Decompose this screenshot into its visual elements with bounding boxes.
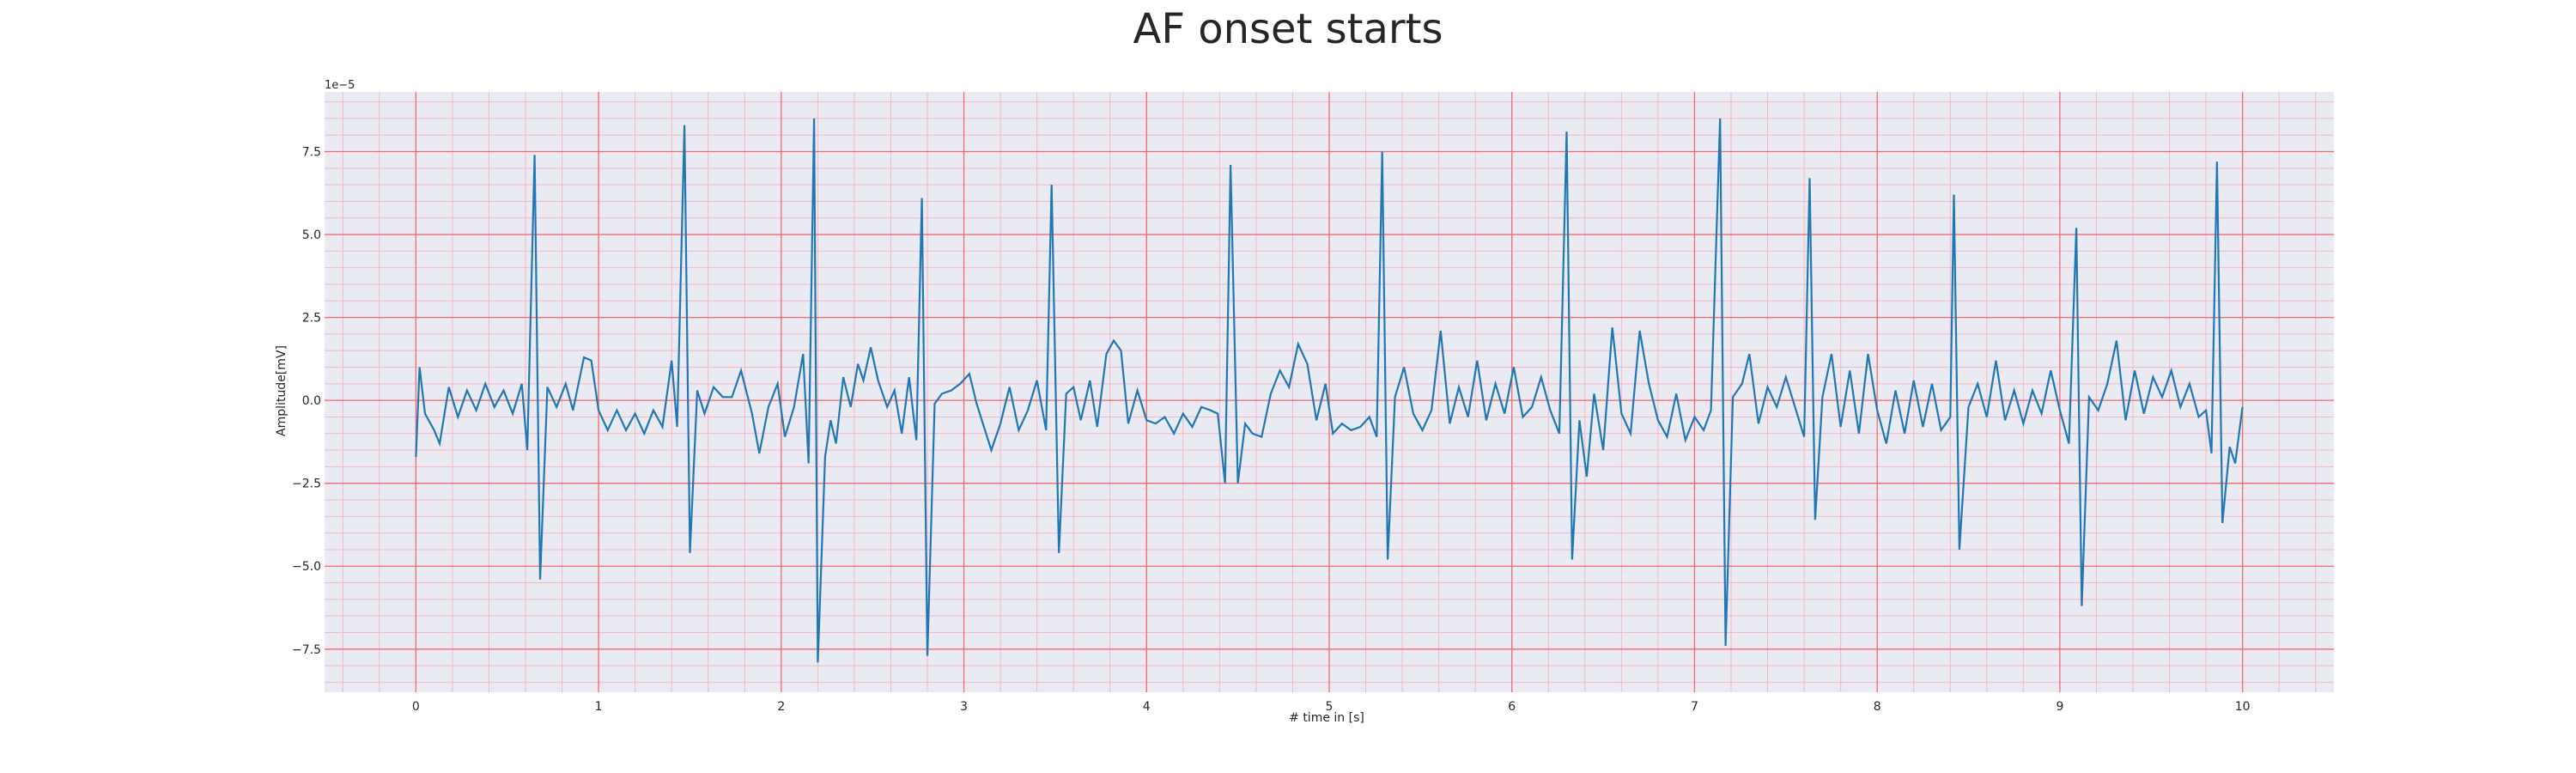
y-tick-label: −7.5 — [292, 643, 321, 657]
x-axis-label: # time in [s] — [1289, 711, 1364, 725]
x-tick-label: 3 — [960, 700, 968, 714]
x-tick-label: 9 — [2056, 700, 2063, 714]
x-tick-label: 8 — [1874, 700, 1881, 714]
x-tick-label: 4 — [1143, 700, 1151, 714]
x-tick-label: 1 — [595, 700, 603, 714]
y-tick-label: −5.0 — [292, 560, 321, 574]
y-axis-label: Amplitude[mV] — [275, 345, 289, 436]
x-tick-label: 5 — [1326, 700, 1334, 714]
major-grid — [325, 92, 2334, 692]
x-tick-label: 6 — [1508, 700, 1516, 714]
x-tick-label: 7 — [1691, 700, 1698, 714]
y-tick-label: −2.5 — [292, 478, 321, 491]
ecg-signal-line — [415, 118, 2244, 663]
y-tick-label: 0.0 — [302, 394, 321, 408]
x-tick-label: 2 — [777, 700, 785, 714]
y-tick-labels: −7.5 −5.0 −2.5 0.0 2.5 5.0 7.5 — [292, 146, 321, 657]
chart-title: AF onset starts — [1133, 5, 1443, 53]
y-tick-label: 7.5 — [302, 146, 321, 160]
x-tick-label: 0 — [412, 700, 420, 714]
y-tick-label: 2.5 — [302, 312, 321, 326]
y-tick-label: 5.0 — [302, 228, 321, 242]
y-offset-label: 1e−5 — [325, 79, 355, 92]
x-tick-label: 10 — [2235, 700, 2251, 714]
x-tick-labels: 0 1 2 3 4 5 6 7 8 9 10 — [412, 700, 2251, 714]
